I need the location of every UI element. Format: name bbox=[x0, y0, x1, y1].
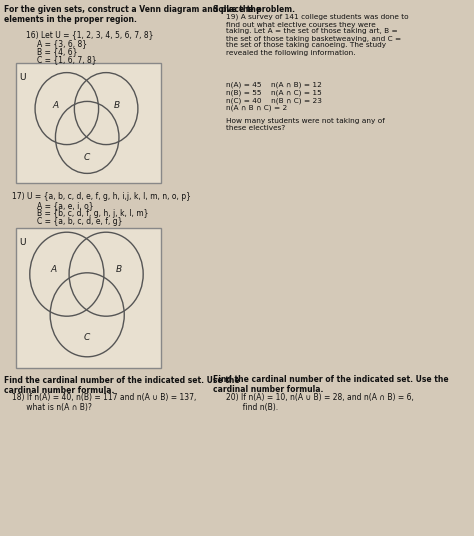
Text: C: C bbox=[84, 333, 91, 343]
Text: C = {a, b, c, d, e, f, g}: C = {a, b, c, d, e, f, g} bbox=[37, 217, 123, 226]
Text: A: A bbox=[53, 101, 59, 109]
Text: A: A bbox=[51, 265, 57, 274]
Text: Find the cardinal number of the indicated set. Use the
cardinal number formula.: Find the cardinal number of the indicate… bbox=[4, 376, 240, 396]
Text: B: B bbox=[114, 101, 120, 109]
Text: For the given sets, construct a Venn diagram and place the
elements in the prope: For the given sets, construct a Venn dia… bbox=[4, 5, 262, 25]
Text: C: C bbox=[84, 153, 91, 162]
Text: 16) Let U = {1, 2, 3, 4, 5, 6, 7, 8}: 16) Let U = {1, 2, 3, 4, 5, 6, 7, 8} bbox=[27, 30, 154, 39]
Text: Find the cardinal number of the indicated set. Use the
cardinal number formula.: Find the cardinal number of the indicate… bbox=[213, 375, 449, 394]
Text: U: U bbox=[19, 73, 26, 82]
Text: 20) If n(A) = 10, n(A ∪ B) = 28, and n(A ∩ B) = 6,
       find n(B).: 20) If n(A) = 10, n(A ∪ B) = 28, and n(A… bbox=[226, 393, 414, 412]
Text: C = {1, 6, 7, 8}: C = {1, 6, 7, 8} bbox=[37, 55, 97, 64]
Text: n(A) = 45    n(A ∩ B) = 12
n(B) = 55    n(A ∩ C) = 15
n(C) = 40    n(B ∩ C) = 23: n(A) = 45 n(A ∩ B) = 12 n(B) = 55 n(A ∩ … bbox=[226, 82, 322, 111]
Text: B = {4, 6}: B = {4, 6} bbox=[37, 47, 78, 56]
Text: A = {a, e, i, o}: A = {a, e, i, o} bbox=[37, 201, 94, 210]
Text: How many students were not taking any of
these electives?: How many students were not taking any of… bbox=[226, 118, 385, 131]
Text: B = {b, c, d, f, g, h, j, k, l, m}: B = {b, c, d, f, g, h, j, k, l, m} bbox=[37, 209, 148, 218]
Text: 17) U = {a, b, c, d, e, f, g, h, i,j, k, l, m, n, o, p}: 17) U = {a, b, c, d, e, f, g, h, i,j, k,… bbox=[12, 192, 191, 201]
Text: 18) If n(A) = 40, n(B) = 117 and n(A ∪ B) = 137,
      what is n(A ∩ B)?: 18) If n(A) = 40, n(B) = 117 and n(A ∪ B… bbox=[12, 393, 197, 412]
FancyBboxPatch shape bbox=[16, 228, 162, 368]
Text: Solve the problem.: Solve the problem. bbox=[213, 5, 295, 14]
Text: B: B bbox=[116, 265, 122, 274]
Text: A = {3, 6, 8}: A = {3, 6, 8} bbox=[37, 39, 87, 48]
Text: U: U bbox=[19, 238, 26, 247]
Text: 19) A survey of 141 college students was done to
find out what elective courses : 19) A survey of 141 college students was… bbox=[226, 14, 409, 56]
FancyBboxPatch shape bbox=[16, 63, 162, 183]
